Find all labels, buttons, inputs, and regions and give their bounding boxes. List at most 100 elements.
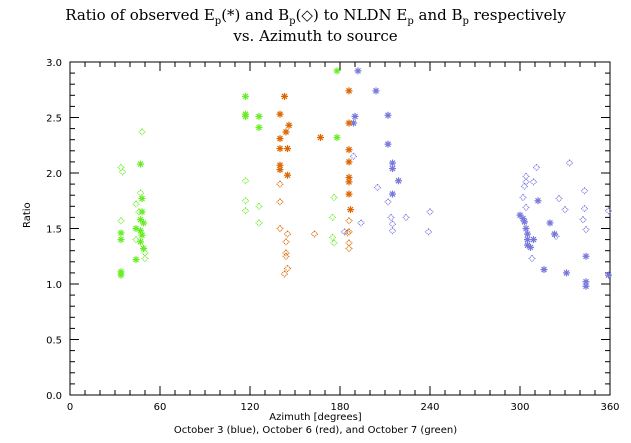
ep-marker-asterisk — [255, 112, 263, 120]
bp-marker-diamond — [345, 244, 353, 253]
bp-marker-diamond — [141, 254, 149, 263]
y-axis-label: Ratio — [22, 202, 33, 228]
bp-marker-diamond — [138, 128, 146, 136]
title-subscript: p — [407, 16, 414, 27]
ep-marker-asterisk — [333, 67, 341, 75]
ep-marker-asterisk — [551, 230, 558, 238]
bp-marker-diamond — [255, 219, 263, 227]
ep-marker-asterisk — [384, 140, 392, 148]
ep-marker-asterisk — [140, 219, 147, 227]
ep-marker-asterisk — [582, 282, 590, 290]
bp-marker-diamond — [580, 187, 589, 195]
bp-marker-diamond — [255, 202, 263, 211]
y-tick-label: 0.5 — [46, 336, 62, 347]
ep-marker-asterisk — [117, 271, 125, 279]
ep-marker-asterisk — [137, 160, 144, 168]
bp-marker-diamond — [357, 219, 365, 227]
ep-marker-asterisk — [372, 87, 380, 95]
bp-marker-diamond — [349, 152, 358, 161]
ep-marker-asterisk — [345, 173, 353, 181]
bp-marker-diamond — [282, 238, 290, 246]
ep-marker-asterisk — [255, 123, 263, 131]
bp-marker-diamond — [117, 217, 125, 225]
y-tick-label: 2.5 — [46, 114, 62, 125]
ep-marker-asterisk — [276, 135, 284, 143]
ep-marker-asterisk — [333, 133, 341, 141]
x-tick-label: 240 — [420, 402, 439, 413]
ep-marker-asterisk — [530, 236, 537, 244]
bp-marker-diamond — [283, 230, 292, 238]
bp-marker-diamond — [519, 193, 527, 202]
ep-marker-asterisk — [345, 158, 353, 166]
ep-marker-asterisk — [138, 208, 146, 216]
title-subscript: p — [462, 16, 469, 27]
bp-marker-diamond — [241, 177, 250, 185]
ep-marker-asterisk — [284, 171, 291, 179]
bp-marker-diamond — [282, 252, 290, 260]
ep-marker-asterisk — [351, 112, 359, 120]
ep-marker-asterisk — [540, 266, 548, 274]
ep-marker-asterisk — [132, 256, 140, 264]
ep-marker-asterisk — [345, 119, 353, 127]
bp-marker-diamond — [565, 159, 574, 167]
bp-marker-diamond — [582, 225, 590, 234]
ep-marker-asterisk — [117, 229, 125, 237]
ep-marker-asterisk — [354, 67, 362, 75]
ep-marker-asterisk — [527, 243, 534, 251]
ep-marker-asterisk — [345, 87, 353, 95]
bp-marker-diamond — [580, 204, 589, 213]
bp-marker-diamond — [276, 224, 284, 233]
bp-marker-diamond — [388, 227, 397, 235]
title-text: respectively — [468, 6, 566, 24]
ep-marker-asterisk — [582, 252, 590, 260]
bp-marker-diamond — [529, 178, 538, 186]
ep-marker-asterisk — [282, 128, 290, 136]
ep-marker-asterisk — [605, 271, 612, 279]
x-axis-label: Azimuth [degrees] — [269, 412, 362, 423]
bp-marker-diamond — [532, 163, 541, 172]
x-tick-label: 60 — [154, 402, 167, 413]
ep-marker-asterisk — [350, 119, 357, 127]
x-tick-label: 180 — [330, 402, 349, 413]
ep-marker-asterisk — [389, 190, 396, 198]
bp-marker-diamond — [330, 193, 338, 202]
x-tick-label: 300 — [510, 402, 529, 413]
x-tick-label: 360 — [600, 402, 619, 413]
bp-marker-diamond — [328, 213, 337, 222]
x-tick-label: 0 — [67, 402, 73, 413]
bp-marker-diamond — [241, 207, 250, 215]
ep-marker-asterisk — [521, 218, 528, 226]
title-text: and B — [413, 6, 463, 24]
bp-marker-diamond — [276, 180, 284, 188]
bp-marker-diamond — [282, 249, 290, 257]
y-tick-label: 3.0 — [46, 58, 62, 69]
ep-marker-asterisk — [285, 121, 293, 129]
title-subscript: p — [289, 16, 296, 27]
bp-marker-diamond — [132, 235, 140, 244]
bp-marker-diamond — [522, 203, 530, 212]
bp-marker-diamond — [426, 208, 434, 216]
ep-marker-asterisk — [534, 197, 542, 205]
bp-marker-diamond — [579, 215, 587, 224]
ep-marker-asterisk — [276, 145, 284, 153]
bp-marker-diamond — [118, 168, 127, 176]
y-tick-label: 1.5 — [46, 225, 62, 236]
bp-marker-diamond — [388, 220, 397, 228]
bp-marker-diamond — [387, 213, 395, 222]
bp-marker-diamond — [384, 198, 392, 206]
ep-marker-asterisk — [242, 92, 249, 100]
ep-marker-asterisk — [117, 236, 125, 244]
ep-marker-asterisk — [345, 146, 353, 154]
ep-marker-asterisk — [384, 111, 392, 119]
y-tick-label: 1.0 — [46, 280, 62, 291]
ep-marker-asterisk — [347, 206, 354, 214]
ep-marker-asterisk — [276, 161, 284, 169]
ep-marker-asterisk — [522, 225, 530, 232]
bp-marker-diamond — [328, 233, 337, 242]
bp-marker-diamond — [528, 254, 536, 263]
ep-marker-asterisk — [281, 92, 288, 100]
bp-marker-diamond — [345, 217, 353, 225]
ep-marker-asterisk — [345, 178, 353, 186]
chart-title-line-1: Ratio of observed Ep(*) and Bp(◇) to NLD… — [0, 6, 631, 27]
